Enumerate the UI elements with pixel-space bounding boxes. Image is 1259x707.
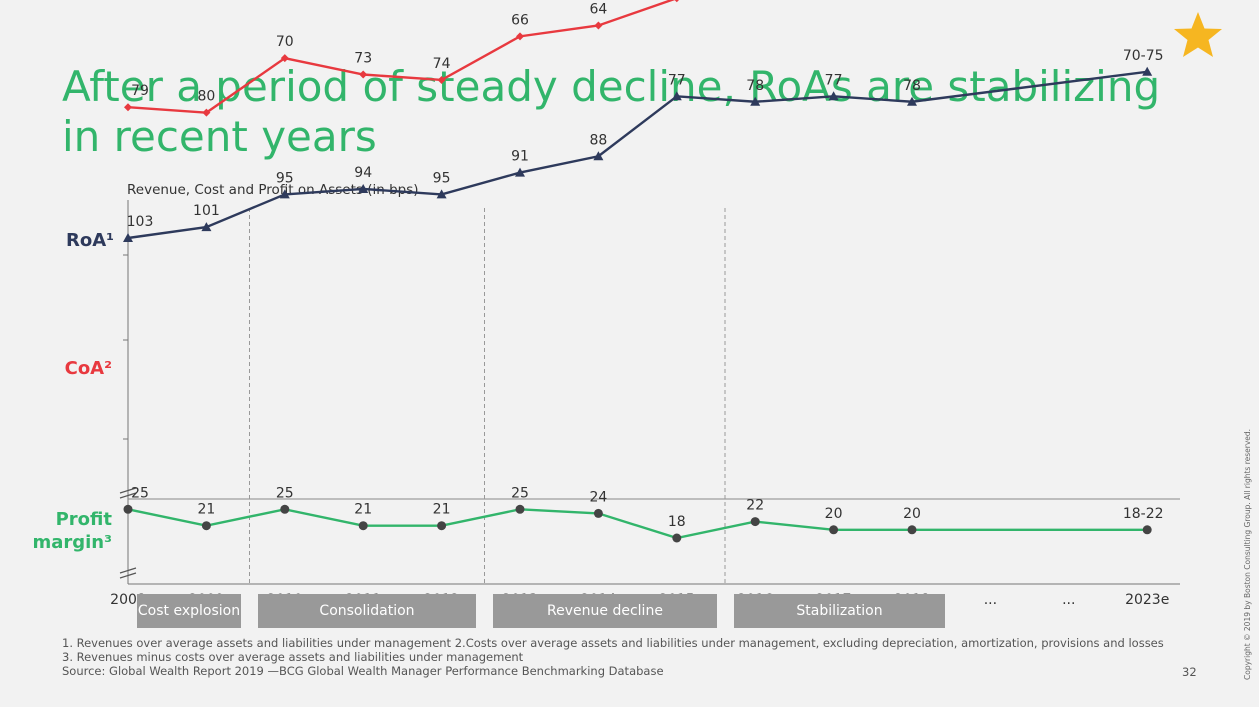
profit-point xyxy=(280,504,290,514)
profit-point xyxy=(123,504,133,514)
profit-data-label: 24 xyxy=(589,489,607,505)
profit-point xyxy=(907,525,917,535)
profit-point xyxy=(515,504,525,514)
profit-point xyxy=(593,508,603,518)
coa-point xyxy=(359,70,368,79)
profit-point xyxy=(201,521,211,531)
phase-cost-explosion: Cost explosion xyxy=(137,594,241,628)
phase-revenue-decline: Revenue decline xyxy=(493,594,717,628)
footnote-1-2: 1. Revenues over average assets and liab… xyxy=(62,636,1164,650)
profit-series-label-line2: margin³ xyxy=(32,532,112,553)
coa-point xyxy=(202,108,211,117)
roa-data-label: 70-75 xyxy=(1123,48,1164,64)
phase-consolidation: Consolidation xyxy=(258,594,476,628)
coa-data-label: 80 xyxy=(197,89,215,105)
profit-point xyxy=(1142,525,1152,535)
profit-data-label: 18 xyxy=(668,514,686,530)
profit-data-label: 20 xyxy=(903,506,921,522)
profit-data-label: 25 xyxy=(276,485,294,501)
coa-series-label: CoA² xyxy=(64,358,112,379)
roa-point xyxy=(1142,66,1153,76)
roa-point xyxy=(436,189,447,199)
roa-point xyxy=(671,91,682,101)
phase-stabilization: Stabilization xyxy=(734,594,945,628)
roa-data-label: 91 xyxy=(511,149,529,165)
coa-series-line xyxy=(127,0,676,114)
coa-point xyxy=(280,54,289,63)
profit-data-label: 21 xyxy=(354,502,372,518)
profit-series-label-line1: Profit xyxy=(55,509,112,530)
x-tick-label: 2023e xyxy=(1125,592,1169,608)
roa-point xyxy=(750,96,761,106)
roa-data-label: 77 xyxy=(668,72,686,88)
coa-point xyxy=(124,103,132,112)
x-tick-label: ... xyxy=(984,592,997,608)
coa-data-label: 66 xyxy=(511,12,529,28)
profit-data-label: 25 xyxy=(131,485,149,501)
profit-data-label: 21 xyxy=(197,502,215,518)
coa-data-label: 74 xyxy=(433,56,451,72)
profit-data-label: 25 xyxy=(511,485,529,501)
axis-break-upper xyxy=(119,487,137,499)
roa-data-label: 95 xyxy=(433,170,451,186)
roa-data-label: 95 xyxy=(276,170,294,186)
page-number: 32 xyxy=(1182,665,1197,679)
roa-data-label: 78 xyxy=(903,78,921,94)
source-note: Source: Global Wealth Report 2019 —BCG G… xyxy=(62,664,664,678)
profit-series-line xyxy=(127,508,1148,540)
profit-data-label: 21 xyxy=(433,502,451,518)
roa-point xyxy=(907,96,917,106)
profit-point xyxy=(437,521,447,531)
profit-point xyxy=(829,525,839,535)
roa-data-label: 77 xyxy=(825,72,843,88)
coa-point xyxy=(674,0,679,3)
roa-point xyxy=(828,91,839,101)
coa-data-label: 79 xyxy=(131,83,149,99)
coa-data-label: 70 xyxy=(276,34,294,50)
roa-series-line xyxy=(127,70,1148,240)
roa-point xyxy=(123,233,133,242)
roa-data-label: 103 xyxy=(127,214,154,230)
roa-data-label: 88 xyxy=(589,132,607,148)
roa-point xyxy=(279,189,290,199)
profit-data-label: 22 xyxy=(746,498,764,514)
coa-point xyxy=(437,75,446,84)
profit-point xyxy=(358,521,368,531)
coa-data-label: 73 xyxy=(354,51,372,67)
roa-point xyxy=(593,151,604,161)
roa-point xyxy=(201,222,212,232)
roa-data-label: 101 xyxy=(193,203,220,219)
coa-point xyxy=(594,21,603,30)
axis-break-lower xyxy=(119,567,137,579)
coa-data-label: 64 xyxy=(589,1,607,17)
roa-point xyxy=(515,167,525,177)
chart-subtitle: Revenue, Cost and Profit on Assets (in b… xyxy=(127,182,419,198)
profit-point xyxy=(750,517,760,527)
x-tick-label: 2008 xyxy=(110,592,146,608)
footnotes: 1. Revenues over average assets and liab… xyxy=(62,636,1164,678)
coa-point xyxy=(516,32,524,41)
profit-data-label: 18-22 xyxy=(1123,506,1164,522)
roa-series-label: RoA¹ xyxy=(66,230,115,251)
star-icon xyxy=(1174,12,1222,57)
x-tick-label: ... xyxy=(1062,592,1075,608)
roa-data-label: 78 xyxy=(746,78,764,94)
roa-point xyxy=(358,183,369,193)
footnote-3: 3. Revenues minus costs over average ass… xyxy=(62,650,524,664)
roa-data-label: 94 xyxy=(354,165,372,181)
copyright-notice: Copyright © 2019 by Boston Consulting Gr… xyxy=(1243,428,1252,680)
profit-point xyxy=(672,533,682,543)
profit-data-label: 20 xyxy=(825,506,843,522)
